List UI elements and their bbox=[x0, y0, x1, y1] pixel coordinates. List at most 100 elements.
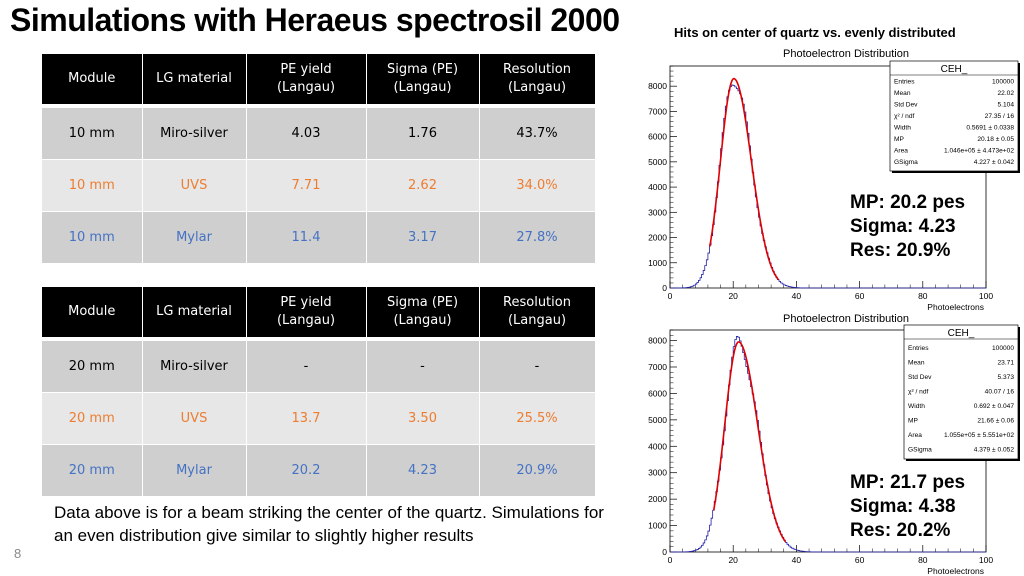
stats-key: Entries bbox=[908, 345, 929, 352]
cell-sigma: 3.17 bbox=[366, 211, 480, 263]
stats-value: 1.055e+05 ± 5.551e+02 bbox=[944, 432, 1014, 439]
results-table-20mm: Module LG material PE yield (Langau) Sigm… bbox=[42, 287, 596, 496]
cell-pe-yield: 20.2 bbox=[246, 444, 367, 496]
stats-key: MP bbox=[908, 417, 918, 424]
fit-summary-sigma: Sigma: 4.23 bbox=[850, 216, 956, 237]
header-module: Module bbox=[42, 287, 143, 337]
stats-value: 27.35 / 16 bbox=[985, 113, 1015, 120]
cell-resolution: 34.0% bbox=[479, 159, 596, 212]
stats-key: MP bbox=[894, 136, 904, 143]
stats-value: 0.5691 ± 0.0338 bbox=[966, 125, 1014, 132]
cell-pe-yield: - bbox=[246, 340, 367, 393]
fit-summary-sigma: Sigma: 4.38 bbox=[850, 496, 956, 517]
stats-value: 40.07 / 16 bbox=[985, 388, 1015, 395]
cell-resolution: - bbox=[479, 340, 596, 393]
cell-module: 10 mm bbox=[42, 211, 143, 263]
cell-module: 20 mm bbox=[42, 392, 143, 445]
stats-value: 5.104 bbox=[997, 102, 1014, 109]
x-tick-label: 0 bbox=[668, 291, 673, 301]
x-axis-label: Photoelectrons bbox=[927, 302, 984, 312]
plot-title: Photoelectron Distribution bbox=[783, 48, 909, 60]
table-row: 10 mm Mylar 11.4 3.17 27.8% bbox=[42, 211, 596, 263]
y-tick-label: 5000 bbox=[648, 157, 667, 167]
fit-curve bbox=[712, 341, 787, 543]
header-lg-material: LG material bbox=[142, 54, 247, 104]
stats-value: 5.373 bbox=[997, 374, 1014, 381]
stats-key: Std Dev bbox=[894, 102, 918, 109]
stats-value: 22.02 bbox=[997, 90, 1014, 97]
x-tick-label: 100 bbox=[979, 291, 993, 301]
y-tick-label: 0 bbox=[662, 283, 667, 293]
fit-summary-center: MP: 20.2 pes Sigma: 4.23 Res: 20.9% bbox=[850, 191, 965, 263]
stats-value: 21.66 ± 0.06 bbox=[977, 417, 1014, 424]
x-tick-label: 80 bbox=[918, 555, 928, 565]
plots-subtitle: Hits on center of quartz vs. evenly dist… bbox=[674, 25, 956, 40]
cell-pe-yield: 7.71 bbox=[246, 159, 367, 212]
table-row: 20 mm Mylar 20.2 4.23 20.9% bbox=[42, 444, 596, 496]
y-tick-label: 3000 bbox=[648, 207, 667, 217]
stats-key: Area bbox=[908, 432, 922, 439]
footnote-text: Data above is for a beam striking the ce… bbox=[54, 503, 604, 545]
fit-curve bbox=[708, 77, 780, 281]
slide-title: Simulations with Heraeus spectrosil 2000 bbox=[10, 2, 620, 38]
stats-value: 1.046e+05 ± 4.473e+02 bbox=[944, 148, 1014, 155]
stats-value: 4.379 ± 0.052 bbox=[974, 446, 1015, 453]
stats-value: 23.71 bbox=[997, 359, 1014, 366]
cell-pe-yield: 4.03 bbox=[246, 107, 367, 160]
stats-value: 0.692 ± 0.047 bbox=[974, 403, 1015, 410]
table-row: 10 mm Miro-silver 4.03 1.76 43.7% bbox=[42, 107, 596, 160]
cell-material: UVS bbox=[142, 159, 247, 212]
y-tick-label: 7000 bbox=[648, 362, 667, 372]
stats-box bbox=[889, 60, 1019, 172]
cell-material: Mylar bbox=[142, 444, 247, 496]
stats-key: GSigma bbox=[894, 159, 918, 166]
stats-key: χ² / ndf bbox=[894, 113, 914, 120]
y-tick-label: 6000 bbox=[648, 388, 667, 398]
y-tick-label: 5000 bbox=[648, 415, 667, 425]
x-tick-label: 0 bbox=[668, 555, 673, 565]
cell-sigma: 1.76 bbox=[366, 107, 480, 160]
stats-key: Mean bbox=[908, 359, 925, 366]
cell-resolution: 27.8% bbox=[479, 211, 596, 263]
plot-title: Photoelectron Distribution bbox=[783, 313, 909, 325]
y-tick-label: 7000 bbox=[648, 106, 667, 116]
fit-summary-res: Res: 20.2% bbox=[850, 520, 951, 541]
stats-key: Mean bbox=[894, 90, 911, 97]
y-tick-label: 1000 bbox=[648, 258, 667, 268]
y-tick-label: 3000 bbox=[648, 468, 667, 478]
y-tick-label: 8000 bbox=[648, 336, 667, 346]
y-tick-label: 8000 bbox=[648, 81, 667, 91]
fit-summary-even: MP: 21.7 pes Sigma: 4.38 Res: 20.2% bbox=[850, 471, 965, 543]
x-tick-label: 60 bbox=[855, 291, 865, 301]
cell-material: UVS bbox=[142, 392, 247, 445]
fit-summary-mp: MP: 21.7 pes bbox=[850, 472, 966, 493]
cell-sigma: 3.50 bbox=[366, 392, 480, 445]
stats-key: GSigma bbox=[908, 446, 932, 453]
cell-module: 20 mm bbox=[42, 340, 143, 393]
cell-material: Miro-silver bbox=[142, 340, 247, 393]
table-row: 10 mm UVS 7.71 2.62 34.0% bbox=[42, 159, 596, 212]
header-sigma: Sigma (PE) (Langau) bbox=[366, 287, 480, 337]
x-axis-label: Photoelectrons bbox=[927, 566, 984, 576]
photoelectron-histogram-center: Photoelectron Distribution01000200030004… bbox=[648, 48, 1020, 312]
cell-module: 10 mm bbox=[42, 159, 143, 212]
y-tick-label: 2000 bbox=[648, 494, 667, 504]
header-lg-material: LG material bbox=[142, 287, 247, 337]
x-tick-label: 40 bbox=[792, 555, 802, 565]
stats-value: 100000 bbox=[992, 345, 1014, 352]
stats-value: 20.18 ± 0.05 bbox=[977, 136, 1014, 143]
stats-box-title: CEH_ bbox=[948, 328, 975, 339]
stats-key: Area bbox=[894, 148, 908, 155]
cell-resolution: 25.5% bbox=[479, 392, 596, 445]
results-table-10mm: Module LG material PE yield (Langau) Sigm… bbox=[42, 54, 596, 263]
table-header-row: Module LG material PE yield (Langau) Sigm… bbox=[42, 287, 596, 337]
stats-value: 100000 bbox=[992, 79, 1014, 86]
table-row: 20 mm Miro-silver - - - bbox=[42, 340, 596, 393]
x-tick-label: 20 bbox=[728, 555, 738, 565]
y-tick-label: 1000 bbox=[648, 521, 667, 531]
x-tick-label: 100 bbox=[979, 555, 993, 565]
y-tick-label: 4000 bbox=[648, 441, 667, 451]
stats-value: 4.227 ± 0.042 bbox=[974, 159, 1015, 166]
page-number: 8 bbox=[14, 546, 22, 561]
stats-key: χ² / ndf bbox=[908, 388, 928, 395]
